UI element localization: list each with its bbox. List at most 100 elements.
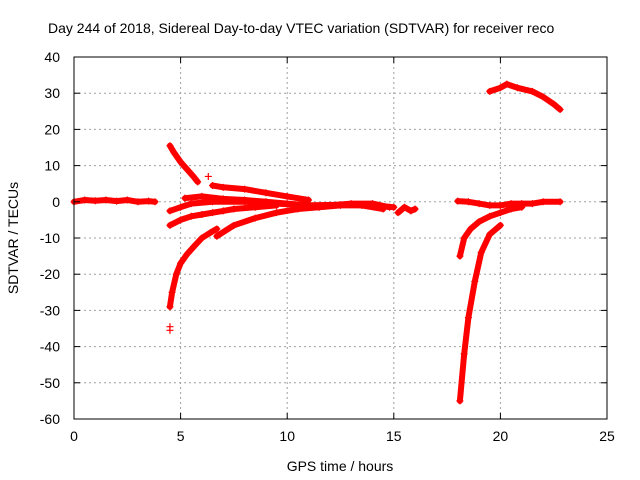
data-point bbox=[213, 225, 221, 233]
data-point bbox=[230, 221, 238, 229]
data-point bbox=[187, 212, 195, 220]
chart-title: Day 244 of 2018, Sidereal Day-to-day VTE… bbox=[48, 20, 554, 36]
grid-layer bbox=[74, 57, 607, 419]
data-point bbox=[496, 84, 504, 92]
data-point bbox=[241, 185, 249, 193]
tick-layer: 0 5 10 15 20 25 -60 -50 -40 -30 -20 -10 0 10 20 30 40 bbox=[40, 49, 615, 444]
data-point bbox=[273, 209, 281, 217]
data-point bbox=[166, 221, 174, 229]
data-point bbox=[315, 203, 323, 211]
data-point bbox=[467, 225, 475, 233]
data-point bbox=[400, 203, 408, 211]
data-point bbox=[183, 165, 191, 173]
y-axis-title: SDTVAR / TECUs bbox=[5, 182, 21, 294]
x-tick-label: 10 bbox=[279, 428, 295, 444]
outlier-point bbox=[166, 323, 174, 331]
data-point bbox=[471, 277, 479, 285]
data-point bbox=[123, 196, 131, 204]
data-point bbox=[556, 105, 564, 113]
data-point bbox=[503, 80, 511, 88]
y-tick-label: -20 bbox=[40, 266, 60, 282]
data-point bbox=[194, 178, 202, 186]
data-point bbox=[294, 205, 302, 213]
data-point bbox=[177, 216, 185, 224]
data-point bbox=[230, 205, 238, 213]
data-point bbox=[411, 205, 419, 213]
data-point bbox=[219, 183, 227, 191]
data-point bbox=[394, 209, 402, 217]
data-point bbox=[166, 142, 174, 150]
data-point bbox=[213, 232, 221, 240]
series-arc-9 bbox=[395, 204, 419, 216]
data-point bbox=[528, 87, 536, 95]
data-point bbox=[262, 189, 270, 197]
data-point bbox=[134, 198, 142, 206]
data-point bbox=[219, 195, 227, 203]
data-point bbox=[539, 93, 547, 101]
data-point bbox=[513, 84, 521, 92]
data-point bbox=[189, 243, 197, 251]
data-point bbox=[177, 259, 185, 267]
y-tick-label: 40 bbox=[44, 49, 60, 65]
data-point bbox=[486, 87, 494, 95]
series-arc-7 bbox=[166, 225, 220, 310]
data-point bbox=[209, 209, 217, 217]
data-point bbox=[305, 196, 313, 204]
data-point bbox=[81, 196, 89, 204]
data-point bbox=[407, 207, 415, 215]
data-point bbox=[550, 100, 558, 108]
data-point bbox=[145, 197, 153, 205]
data-point bbox=[518, 203, 526, 211]
data-point bbox=[486, 230, 494, 238]
data-point bbox=[456, 397, 464, 405]
data-point bbox=[528, 200, 536, 208]
data-point bbox=[475, 218, 483, 226]
x-axis-title: GPS time / hours bbox=[287, 458, 394, 474]
x-tick-label: 0 bbox=[70, 428, 78, 444]
y-tick-label: -60 bbox=[40, 411, 60, 427]
series-arc-10 bbox=[454, 198, 564, 209]
y-tick-label: -30 bbox=[40, 302, 60, 318]
x-tick-label: 25 bbox=[599, 428, 615, 444]
data-point bbox=[206, 229, 214, 237]
data-point bbox=[241, 196, 249, 204]
data-point bbox=[496, 221, 504, 229]
data-point bbox=[183, 250, 191, 258]
y-tick-label: 20 bbox=[44, 121, 60, 137]
y-tick-label: 0 bbox=[52, 194, 60, 210]
data-point bbox=[262, 198, 270, 206]
data-point bbox=[102, 196, 110, 204]
data-point bbox=[358, 201, 366, 209]
data-point bbox=[454, 197, 462, 205]
y-tick-label: 30 bbox=[44, 85, 60, 101]
data-point bbox=[166, 303, 174, 311]
data-point bbox=[251, 203, 259, 211]
data-point bbox=[168, 288, 176, 296]
data-point bbox=[464, 198, 472, 206]
data-point bbox=[379, 205, 387, 213]
data-point bbox=[460, 350, 468, 358]
data-point bbox=[189, 172, 197, 180]
series-arc-12 bbox=[456, 222, 504, 404]
data-point bbox=[283, 200, 291, 208]
data-layer bbox=[70, 80, 564, 405]
data-point bbox=[477, 248, 485, 256]
y-tick-label: -10 bbox=[40, 230, 60, 246]
data-point bbox=[181, 194, 189, 202]
y-tick-label: 10 bbox=[44, 158, 60, 174]
data-point bbox=[386, 203, 394, 211]
data-point bbox=[496, 201, 504, 209]
data-point bbox=[337, 201, 344, 209]
data-point bbox=[170, 149, 178, 157]
data-point bbox=[486, 212, 494, 220]
data-point bbox=[198, 210, 206, 218]
x-tick-label: 15 bbox=[386, 428, 402, 444]
outlier-point bbox=[204, 172, 212, 180]
y-tick-label: -50 bbox=[40, 375, 60, 391]
data-point bbox=[464, 314, 472, 322]
y-tick-label: -40 bbox=[40, 339, 60, 355]
x-tick-label: 20 bbox=[493, 428, 509, 444]
data-point bbox=[283, 192, 291, 200]
data-point bbox=[177, 203, 185, 211]
